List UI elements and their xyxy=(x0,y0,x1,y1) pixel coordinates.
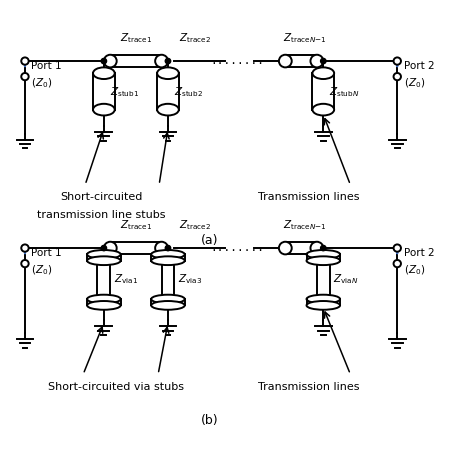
Ellipse shape xyxy=(93,67,115,79)
Circle shape xyxy=(21,57,28,65)
Ellipse shape xyxy=(151,295,185,304)
Circle shape xyxy=(320,58,326,64)
Ellipse shape xyxy=(312,104,334,115)
Polygon shape xyxy=(110,242,162,255)
Ellipse shape xyxy=(312,67,334,79)
Text: $Z_{\mathrm{trace2}}$: $Z_{\mathrm{trace2}}$ xyxy=(179,218,211,232)
Circle shape xyxy=(165,245,171,251)
Text: $Z_{\mathrm{trace}N\mathrm{-1}}$: $Z_{\mathrm{trace}N\mathrm{-1}}$ xyxy=(283,31,327,45)
Ellipse shape xyxy=(87,250,120,259)
Text: $Z_{\mathrm{trace1}}$: $Z_{\mathrm{trace1}}$ xyxy=(120,218,152,232)
Ellipse shape xyxy=(155,55,168,67)
Polygon shape xyxy=(162,261,174,299)
Circle shape xyxy=(393,73,401,80)
Circle shape xyxy=(393,57,401,65)
Text: $Z_{\mathrm{trace}N\mathrm{-1}}$: $Z_{\mathrm{trace}N\mathrm{-1}}$ xyxy=(283,218,327,232)
Polygon shape xyxy=(285,242,317,255)
Ellipse shape xyxy=(104,242,117,255)
Text: $Z_{\mathrm{via3}}$: $Z_{\mathrm{via3}}$ xyxy=(178,272,202,286)
Circle shape xyxy=(393,244,401,252)
Polygon shape xyxy=(317,261,330,299)
Polygon shape xyxy=(312,73,334,110)
Circle shape xyxy=(21,244,28,252)
Text: $Z_{\mathrm{via}N}$: $Z_{\mathrm{via}N}$ xyxy=(333,272,358,286)
Polygon shape xyxy=(151,255,185,261)
Text: $Z_{\mathrm{stub}N}$: $Z_{\mathrm{stub}N}$ xyxy=(329,85,360,99)
Text: (b): (b) xyxy=(201,414,219,427)
Polygon shape xyxy=(151,299,185,305)
Text: transmission line stubs: transmission line stubs xyxy=(37,210,165,220)
Polygon shape xyxy=(285,55,317,67)
Text: $Z_{\mathrm{via1}}$: $Z_{\mathrm{via1}}$ xyxy=(114,272,138,286)
Ellipse shape xyxy=(155,242,168,255)
Ellipse shape xyxy=(279,242,292,255)
Text: $(Z_0)$: $(Z_0)$ xyxy=(31,263,53,277)
Text: ........: ........ xyxy=(210,243,264,253)
Circle shape xyxy=(101,245,107,251)
Ellipse shape xyxy=(279,55,292,67)
Polygon shape xyxy=(93,73,115,110)
Circle shape xyxy=(393,260,401,267)
Text: Port 1: Port 1 xyxy=(31,61,62,71)
Ellipse shape xyxy=(87,295,120,304)
Ellipse shape xyxy=(104,55,117,67)
Text: $Z_{\mathrm{trace2}}$: $Z_{\mathrm{trace2}}$ xyxy=(179,31,211,45)
Text: Port 2: Port 2 xyxy=(404,61,434,71)
Polygon shape xyxy=(110,55,162,67)
Ellipse shape xyxy=(151,256,185,265)
Ellipse shape xyxy=(310,55,323,67)
Polygon shape xyxy=(87,255,120,261)
Ellipse shape xyxy=(87,301,120,310)
Polygon shape xyxy=(157,73,179,110)
Text: $(Z_0)$: $(Z_0)$ xyxy=(31,77,53,90)
Text: Short-circuited via stubs: Short-circuited via stubs xyxy=(48,382,184,392)
Circle shape xyxy=(101,58,107,64)
Ellipse shape xyxy=(93,104,115,115)
Circle shape xyxy=(320,245,326,251)
Ellipse shape xyxy=(157,67,179,79)
Circle shape xyxy=(165,58,171,64)
Ellipse shape xyxy=(307,295,340,304)
Circle shape xyxy=(21,73,28,80)
Ellipse shape xyxy=(307,256,340,265)
Ellipse shape xyxy=(151,250,185,259)
Text: $(Z_0)$: $(Z_0)$ xyxy=(404,263,425,277)
Polygon shape xyxy=(87,299,120,305)
Ellipse shape xyxy=(310,242,323,255)
Text: Transmission lines: Transmission lines xyxy=(258,192,359,202)
Ellipse shape xyxy=(307,250,340,259)
Text: Port 1: Port 1 xyxy=(31,248,62,258)
Polygon shape xyxy=(307,299,340,305)
Text: $Z_{\mathrm{stub2}}$: $Z_{\mathrm{stub2}}$ xyxy=(174,85,203,99)
Ellipse shape xyxy=(87,256,120,265)
Ellipse shape xyxy=(307,301,340,310)
Polygon shape xyxy=(98,261,110,299)
Text: Port 2: Port 2 xyxy=(404,248,434,258)
Text: Short-circuited: Short-circuited xyxy=(60,192,143,202)
Text: Transmission lines: Transmission lines xyxy=(258,382,359,392)
Text: $(Z_0)$: $(Z_0)$ xyxy=(404,77,425,90)
Text: $Z_{\mathrm{trace1}}$: $Z_{\mathrm{trace1}}$ xyxy=(120,31,152,45)
Circle shape xyxy=(21,260,28,267)
Text: ........: ........ xyxy=(210,56,264,66)
Polygon shape xyxy=(307,255,340,261)
Text: $Z_{\mathrm{stub1}}$: $Z_{\mathrm{stub1}}$ xyxy=(110,85,139,99)
Ellipse shape xyxy=(157,104,179,115)
Text: (a): (a) xyxy=(201,234,219,248)
Ellipse shape xyxy=(151,301,185,310)
